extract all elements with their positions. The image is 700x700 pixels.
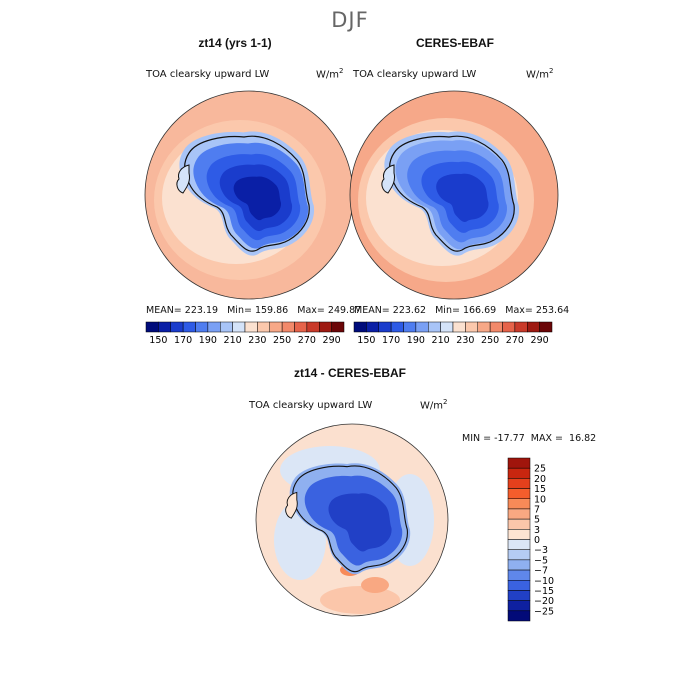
panel-title-obs: CERES-EBAF (415, 36, 494, 50)
colorbar-model-tick-label: 230 (248, 335, 266, 346)
colorbar-obs-swatch (428, 321, 441, 333)
colorbar-diff-tick-label: 15 (534, 484, 546, 495)
colorbar-obs-tick-label: 210 (432, 335, 450, 346)
variable-label-model: TOA clearsky upward LW (146, 69, 270, 80)
colorbar-model-tick-label: 210 (224, 335, 242, 346)
colorbar-obs-tick-label: 150 (357, 335, 375, 346)
colorbar-diff-tick-label: 20 (534, 474, 546, 485)
colorbar-model-swatch (170, 321, 184, 333)
units-label-model: W/m2 (316, 67, 344, 81)
colorbar-model-tick-label: 170 (174, 335, 192, 346)
colorbar-obs: 150 170 190 210 230 250 270 290 (353, 321, 553, 346)
colorbar-model-swatch (331, 321, 345, 333)
colorbar-diff-tick-label: −5 (534, 555, 548, 566)
colorbar-model-tick-label: 150 (149, 335, 167, 346)
colorbar-model-swatch (294, 321, 308, 333)
colorbar-model: 150 170 190 210 230 250 270 290 (145, 321, 345, 346)
colorbar-diff-swatch (507, 518, 531, 530)
map-diff (256, 424, 448, 616)
colorbar-model-swatch (269, 321, 283, 333)
colorbar-diff-tick-label: 5 (534, 515, 540, 526)
colorbar-diff-tick-label: 7 (534, 504, 540, 515)
colorbar-diff-swatch (507, 559, 531, 571)
colorbar-diff-swatch (507, 580, 531, 591)
colorbar-model-swatch (232, 321, 246, 333)
units-label-diff: W/m2 (420, 398, 448, 412)
colorbar-diff-tick-label: 0 (534, 535, 540, 546)
colorbar-obs-swatch (415, 321, 429, 333)
colorbar-diff-tick-label: −10 (534, 576, 554, 587)
colorbar-diff-swatch (507, 478, 531, 489)
colorbar-model-swatch (145, 321, 159, 333)
variable-label-obs: TOA clearsky upward LW (353, 69, 477, 80)
colorbar-obs-swatch (452, 321, 466, 333)
panel-title-diff: zt14 - CERES-EBAF (293, 366, 406, 380)
colorbar-obs-swatch (539, 321, 553, 333)
colorbar-obs-swatch (390, 321, 404, 333)
colorbar-obs-swatch (489, 321, 503, 333)
colorbar-model-swatch (207, 321, 221, 333)
colorbar-obs-swatch (440, 321, 454, 333)
colorbar-model-tick-label: 250 (273, 335, 291, 346)
colorbar-obs-swatch (502, 321, 516, 333)
colorbar-diff-swatch (507, 488, 531, 499)
stats-model: MEAN= 223.19 Min= 159.86 Max= 249.87 (146, 305, 362, 316)
colorbar-diff-swatch (507, 457, 531, 469)
colorbar-diff-swatch (507, 569, 531, 581)
colorbar-diff-tick-label: −25 (534, 606, 554, 617)
colorbar-diff-tick-label: 25 (534, 464, 546, 475)
colorbar-diff-tick-label: 10 (534, 494, 546, 505)
colorbar-obs-swatch (514, 321, 528, 333)
colorbar-obs-tick-label: 190 (407, 335, 425, 346)
colorbar-obs-swatch (353, 321, 367, 333)
colorbar-model-swatch (306, 321, 320, 333)
colorbar-diff-tick-label: 3 (534, 525, 540, 536)
colorbar-diff-swatch (507, 590, 531, 601)
colorbar-diff-swatch (507, 508, 531, 520)
colorbar-diff-swatch (507, 529, 531, 540)
colorbar-model-swatch (158, 321, 171, 333)
colorbar-obs-tick-label: 270 (506, 335, 524, 346)
colorbar-diff-swatch (507, 549, 531, 561)
colorbar-model-swatch (195, 321, 209, 333)
figure-title: DJF (331, 8, 369, 32)
colorbar-model-swatch (319, 321, 332, 333)
stats-obs: MEAN= 223.62 Min= 166.69 Max= 253.64 (354, 305, 570, 316)
colorbar-diff-swatch (507, 498, 531, 510)
colorbar-model-swatch (257, 321, 270, 333)
colorbar-diff-swatch (507, 467, 531, 479)
colorbar-diff-swatch (507, 610, 531, 622)
colorbar-diff-tick-label: −3 (534, 545, 548, 556)
variable-label-diff: TOA clearsky upward LW (249, 400, 373, 411)
colorbar-diff-tick-label: −20 (534, 596, 554, 607)
colorbar-diff-swatch (507, 600, 531, 612)
colorbar-diff-tick-label: −7 (534, 566, 548, 577)
colorbar-obs-swatch (465, 321, 478, 333)
colorbar-obs-swatch (366, 321, 379, 333)
colorbar-obs-swatch (403, 321, 417, 333)
panel-title-model: zt14 (yrs 1-1) (198, 36, 272, 50)
colorbar-obs-tick-label: 290 (531, 335, 549, 346)
colorbar-diff-tick-label: −15 (534, 586, 554, 597)
map-model (145, 91, 353, 299)
colorbar-model-tick-label: 270 (298, 335, 316, 346)
colorbar-diff-swatch (507, 539, 531, 550)
stats-diff: MIN = -17.77 MAX = 16.82 (462, 433, 597, 444)
colorbar-obs-swatch (527, 321, 540, 333)
colorbar-obs-tick-label: 170 (382, 335, 400, 346)
map-obs (350, 91, 558, 299)
colorbar-model-tick-label: 190 (199, 335, 217, 346)
colorbar-model-swatch (182, 321, 196, 333)
colorbar-model-tick-label: 290 (323, 335, 341, 346)
units-label-obs: W/m2 (526, 67, 554, 81)
colorbar-model-swatch (220, 321, 233, 333)
colorbar-model-swatch (244, 321, 258, 333)
colorbar-obs-tick-label: 250 (481, 335, 499, 346)
colorbar-obs-swatch (378, 321, 392, 333)
colorbar-obs-tick-label: 230 (456, 335, 474, 346)
colorbar-obs-swatch (477, 321, 491, 333)
colorbar-model-swatch (281, 321, 295, 333)
